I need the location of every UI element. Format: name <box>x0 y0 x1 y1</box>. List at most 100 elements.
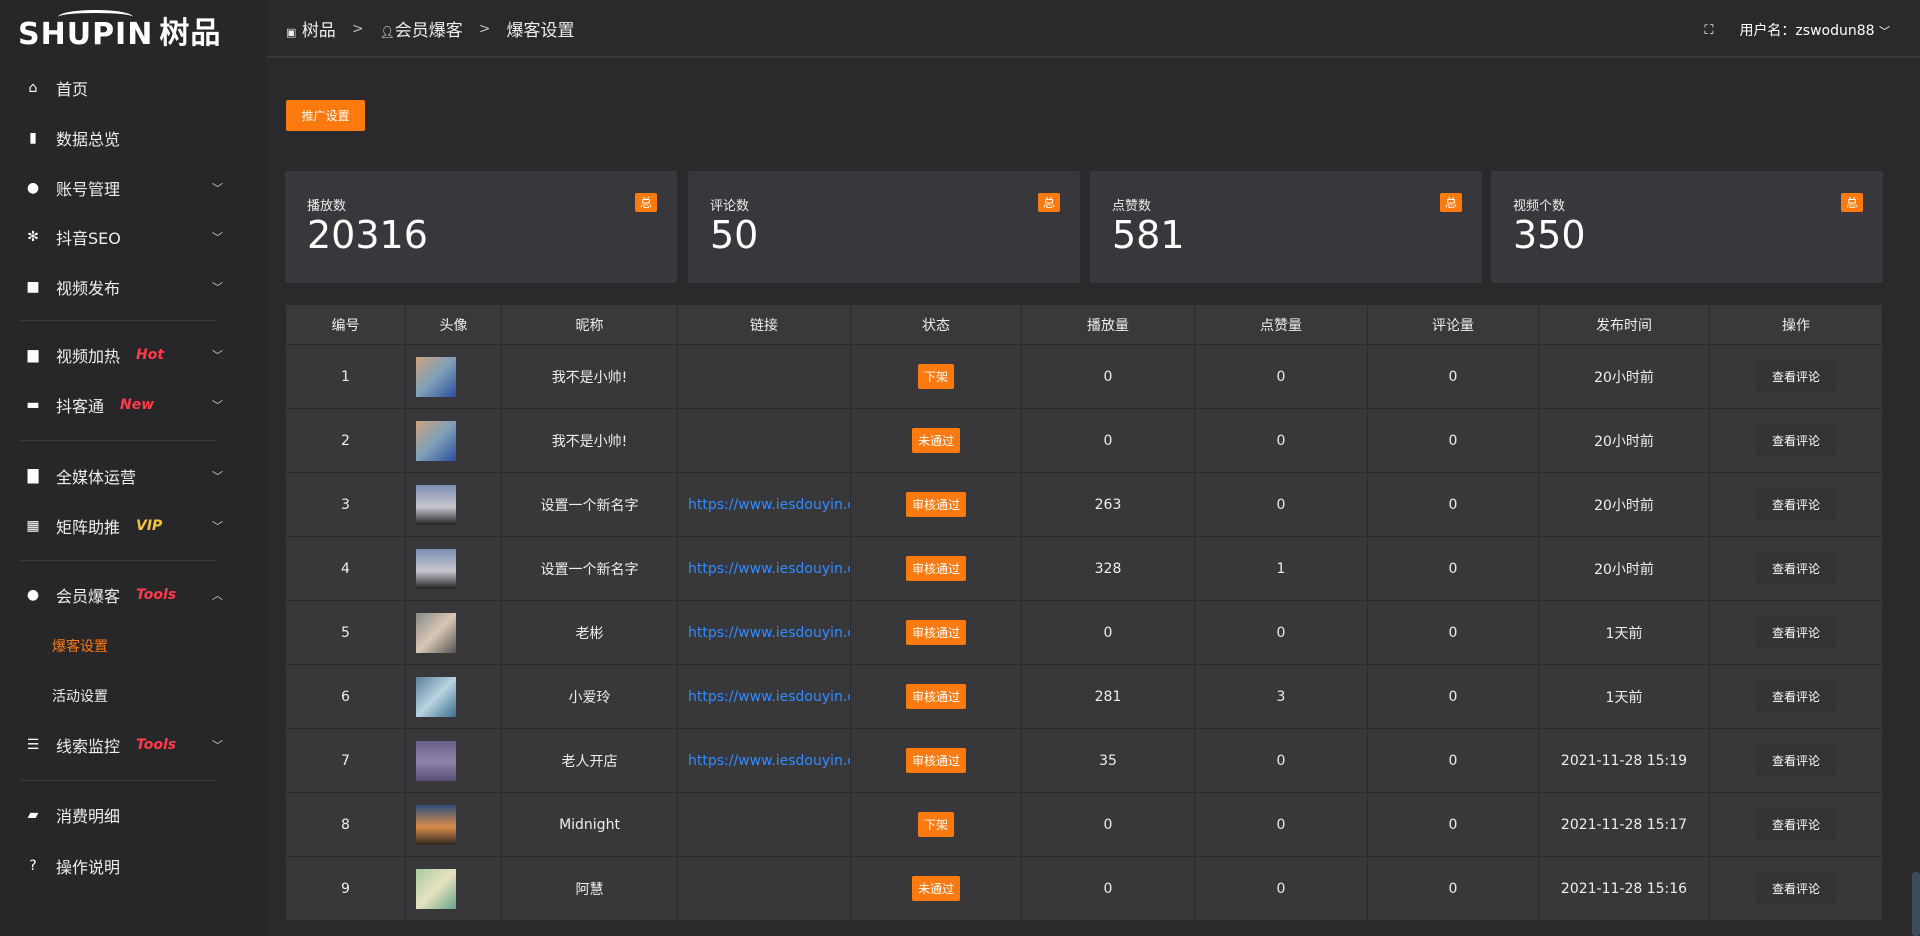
sidebar-item-9[interactable]: ● 会员爆客 Tools ︿ <box>0 575 266 615</box>
avatar <box>416 612 456 653</box>
view-comments-button[interactable]: 查看评论 <box>1756 553 1835 584</box>
status-badge: 审核通过 <box>905 684 966 709</box>
view-comments-button[interactable]: 查看评论 <box>1756 745 1835 776</box>
cell-nickname: 我不是小帅! <box>501 344 678 409</box>
breadcrumb-member[interactable]: 👤︎会员爆客 <box>379 21 463 41</box>
cell-likes: 3 <box>1194 664 1368 729</box>
cell-time: 2021-11-28 15:19 <box>1538 728 1710 793</box>
user-icon: 👤︎ <box>379 25 395 39</box>
logo-cn: 树品 <box>159 16 222 51</box>
cell-plays: 35 <box>1021 728 1195 793</box>
cell-id: 9 <box>285 856 406 921</box>
cell-id: 4 <box>285 536 406 601</box>
status-badge: 下架 <box>917 364 954 389</box>
cell-time: 20小时前 <box>1538 536 1710 601</box>
column-header: 编号 <box>285 304 406 345</box>
chevron-down-icon: ﹀ <box>212 470 223 483</box>
view-comments-button[interactable]: 查看评论 <box>1756 361 1835 392</box>
view-comments-button[interactable]: 查看评论 <box>1756 617 1835 648</box>
breadcrumb-current: 爆客设置 <box>506 21 575 41</box>
sidebar-item-11[interactable]: ▰ 消费明细 <box>0 795 266 835</box>
view-comments-button[interactable]: 查看评论 <box>1756 425 1835 456</box>
cell-time: 20小时前 <box>1538 344 1710 409</box>
chevron-down-icon: ﹀ <box>212 281 223 294</box>
stat-card: 点赞数 总 581 <box>1090 171 1482 283</box>
sidebar-item-6[interactable]: ▬ 抖客通 New ﹀ <box>0 385 266 425</box>
cell-comments: 0 <box>1367 472 1539 537</box>
cell-id: 5 <box>285 600 406 665</box>
cell-plays: 0 <box>1021 792 1195 857</box>
cell-comments: 0 <box>1367 728 1539 793</box>
sidebar-item-0[interactable]: ⌂ 首页 <box>0 68 266 108</box>
sidebar-item-label: 首页 <box>56 80 89 99</box>
sidebar-item-10[interactable]: ☰ 线索监控 Tools ﹀ <box>0 725 266 765</box>
cell-likes: 0 <box>1194 408 1368 473</box>
cell-comments: 0 <box>1367 792 1539 857</box>
cell-comments: 0 <box>1367 856 1539 921</box>
sidebar-item-3[interactable]: ✻ 抖音SEO ﹀ <box>0 217 266 257</box>
chevron-down-icon: ﹀ <box>212 231 223 244</box>
video-link[interactable]: https://www.iesdouyin.c <box>688 752 850 769</box>
avatar <box>416 868 456 909</box>
cell-id: 3 <box>285 472 406 537</box>
sidebar-item-label: 抖音SEO <box>56 229 121 248</box>
fullscreen-icon[interactable]: ⛶ <box>1704 22 1714 38</box>
sidebar-item-label: 视频加热 <box>56 347 121 366</box>
cell-time: 2021-11-28 15:16 <box>1538 856 1710 921</box>
promo-settings-button[interactable]: 推广设置 <box>286 100 365 131</box>
cell-nickname: 小爱玲 <box>501 664 678 729</box>
sidebar-item-4[interactable]: ■ 视频发布 ﹀ <box>0 267 266 307</box>
stat-card: 视频个数 总 350 <box>1491 171 1883 283</box>
sidebar-item-label: 会员爆客 <box>56 587 121 606</box>
video-link[interactable]: https://www.iesdouyin.c <box>688 688 850 705</box>
stat-value: 581 <box>1112 213 1185 257</box>
view-comments-button[interactable]: 查看评论 <box>1756 489 1835 520</box>
cell-plays: 328 <box>1021 536 1195 601</box>
video-link[interactable]: https://www.iesdouyin.c <box>688 624 850 641</box>
view-comments-button[interactable]: 查看评论 <box>1756 681 1835 712</box>
view-comments-button[interactable]: 查看评论 <box>1756 809 1835 840</box>
cell-likes: 0 <box>1194 792 1368 857</box>
scrollbar[interactable] <box>1912 872 1920 936</box>
video-link[interactable]: https://www.iesdouyin.c <box>688 560 850 577</box>
avatar <box>416 356 456 397</box>
table-row: 6 小爱玲 https://www.iesdouyin.c 审核通过 281 3… <box>285 664 1883 729</box>
sidebar-item-2[interactable]: ● 账号管理 ﹀ <box>0 168 266 208</box>
sidebar-subitem-0[interactable]: 爆客设置 <box>52 639 108 655</box>
status-badge: 审核通过 <box>905 748 966 773</box>
avatar <box>416 420 456 461</box>
column-header: 评论量 <box>1367 304 1539 345</box>
post-table: 编号 头像 昵称 链接 状态 播放量 点赞量 评论量 发布时间 操作 1 我不是小帅! 下架 0 … <box>285 304 1883 921</box>
sidebar-item-7[interactable]: ▇ 全媒体运营 ﹀ <box>0 456 266 496</box>
sidebar-subitem-1[interactable]: 活动设置 <box>52 689 108 705</box>
cell-comments: 0 <box>1367 664 1539 729</box>
cell-time: 1天前 <box>1538 600 1710 665</box>
stat-badge: 总 <box>1439 193 1462 212</box>
cell-nickname: 老彬 <box>501 600 678 665</box>
logo[interactable]: SHUPIN 树品 <box>18 10 221 52</box>
breadcrumb: ▣ 树品 > 👤︎会员爆客 > 爆客设置 <box>286 16 575 42</box>
table-row: 4 设置一个新名字 https://www.iesdouyin.c 审核通过 3… <box>285 536 1883 601</box>
view-comments-button[interactable]: 查看评论 <box>1756 873 1835 904</box>
user-menu[interactable]: 用户名：zswodun88 ﹀ <box>1739 23 1890 39</box>
table-row: 9 阿慧 未通过 0 0 0 2021-11-28 15:16 查看评论 <box>285 856 1883 921</box>
stat-value: 20316 <box>307 213 428 257</box>
sidebar-item-1[interactable]: ▮ 数据总览 <box>0 118 266 158</box>
stat-label: 播放数 <box>307 199 347 214</box>
column-header: 发布时间 <box>1538 304 1710 345</box>
stat-value: 350 <box>1513 213 1586 257</box>
display-icon: ▇ <box>27 468 39 484</box>
sliders-icon: ☰ <box>26 737 40 753</box>
home-icon: ⌂ <box>28 80 38 96</box>
sidebar-item-5[interactable]: ▆ 视频加热 Hot ﹀ <box>0 335 266 375</box>
column-header: 点赞量 <box>1194 304 1368 345</box>
sidebar-item-12[interactable]: ? 操作说明 <box>0 846 266 886</box>
breadcrumb-home[interactable]: ▣ 树品 <box>286 21 336 41</box>
sidebar-item-8[interactable]: ▦ 矩阵助推 VIP ﹀ <box>0 506 266 546</box>
cell-nickname: 设置一个新名字 <box>501 472 678 537</box>
cell-id: 7 <box>285 728 406 793</box>
stat-card: 播放数 总 20316 <box>285 171 677 283</box>
cell-plays: 0 <box>1021 856 1195 921</box>
table-row: 1 我不是小帅! 下架 0 0 0 20小时前 查看评论 <box>285 344 1883 409</box>
video-link[interactable]: https://www.iesdouyin.c <box>688 496 850 513</box>
